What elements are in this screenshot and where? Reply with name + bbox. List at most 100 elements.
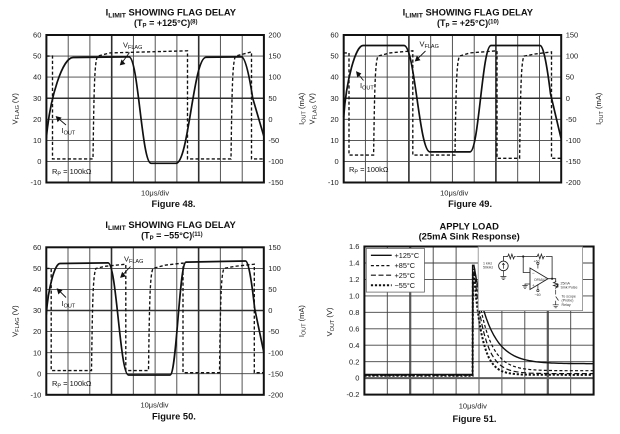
svg-text:VFLAG (V): VFLAG (V): [308, 93, 319, 125]
svg-text:50: 50: [33, 264, 41, 273]
svg-text:50: 50: [268, 94, 276, 103]
svg-text:IOUT: IOUT: [360, 81, 374, 92]
svg-text:-100: -100: [268, 157, 283, 166]
svg-text:25mA: 25mA: [561, 282, 571, 286]
svg-text:-50: -50: [566, 115, 577, 124]
svg-text:150: 150: [268, 243, 281, 252]
svg-text:30: 30: [33, 94, 41, 103]
svg-text:0.4: 0.4: [349, 341, 359, 350]
svg-text:IOUT (mA): IOUT (mA): [594, 92, 605, 125]
svg-text:(Probe): (Probe): [562, 299, 574, 303]
svg-text:−: −: [532, 271, 535, 276]
svg-text:VFLAG: VFLAG: [420, 40, 439, 51]
svg-text:IOUT (mA): IOUT (mA): [297, 92, 308, 125]
svg-text:0: 0: [268, 115, 272, 124]
svg-text:VOUT (V): VOUT (V): [325, 307, 336, 336]
svg-text:50kHz: 50kHz: [483, 266, 493, 270]
svg-text:0.8: 0.8: [349, 308, 359, 317]
svg-text:0: 0: [335, 157, 339, 166]
svg-text:(TP = −55°C)(11): (TP = −55°C)(11): [141, 231, 202, 243]
svg-text:50: 50: [330, 52, 338, 61]
svg-text:ILIMIT SHOWING FLAG DELAY: ILIMIT SHOWING FLAG DELAY: [403, 7, 534, 20]
svg-text:0.6: 0.6: [349, 324, 359, 333]
svg-text:100: 100: [566, 52, 579, 61]
svg-text:-100: -100: [566, 136, 581, 145]
svg-text:10μs/div: 10μs/div: [141, 188, 169, 197]
svg-text:Figure 49.: Figure 49.: [448, 199, 492, 209]
svg-text:-200: -200: [268, 390, 283, 399]
svg-text:VFLAG (V): VFLAG (V): [10, 305, 21, 337]
svg-text:10: 10: [33, 348, 41, 357]
svg-text:-10: -10: [328, 178, 339, 187]
svg-text:150: 150: [268, 52, 281, 61]
svg-text:1.4: 1.4: [349, 259, 359, 268]
svg-text:40: 40: [33, 285, 41, 294]
svg-text:40: 40: [330, 73, 338, 82]
svg-text:-150: -150: [566, 157, 581, 166]
svg-text:Figure 48.: Figure 48.: [152, 199, 196, 209]
svg-text:0: 0: [268, 306, 272, 315]
svg-text:+85°C: +85°C: [395, 261, 416, 270]
svg-text:50: 50: [566, 73, 574, 82]
svg-text:10μs/div: 10μs/div: [459, 401, 487, 410]
svg-text:1 kHz: 1 kHz: [483, 262, 492, 266]
svg-text:IOUT: IOUT: [62, 126, 76, 137]
svg-text:50: 50: [268, 285, 276, 294]
svg-text:50: 50: [33, 52, 41, 61]
svg-text:−55°C: −55°C: [395, 281, 416, 290]
svg-text:1.6: 1.6: [349, 242, 359, 251]
svg-text:-10: -10: [30, 390, 41, 399]
svg-text:0: 0: [355, 374, 359, 383]
svg-text:0: 0: [37, 369, 41, 378]
svg-text:OPA547: OPA547: [534, 278, 547, 282]
svg-text:Sink Pulse: Sink Pulse: [561, 286, 578, 290]
svg-text:IOUT (mA): IOUT (mA): [297, 305, 308, 338]
svg-text:VFLAG (V): VFLAG (V): [10, 93, 21, 125]
svg-text:VFLAG: VFLAG: [124, 255, 143, 266]
svg-text:-50: -50: [268, 136, 279, 145]
svg-text:(TP = +125°C)(8): (TP = +125°C)(8): [134, 18, 197, 30]
svg-text:-150: -150: [268, 178, 283, 187]
svg-text:40: 40: [33, 73, 41, 82]
svg-text:10μs/div: 10μs/div: [440, 188, 468, 197]
svg-text:60: 60: [33, 243, 41, 252]
svg-text:10μs/div: 10μs/div: [140, 400, 168, 409]
svg-text:To scope: To scope: [562, 295, 576, 299]
svg-text:100: 100: [268, 264, 281, 273]
svg-text:1.2: 1.2: [349, 275, 359, 284]
svg-text:APPLY LOAD: APPLY LOAD: [440, 221, 500, 232]
svg-text:60: 60: [33, 31, 41, 40]
svg-text:100: 100: [268, 73, 281, 82]
svg-text:1.0: 1.0: [349, 292, 359, 301]
svg-text:20: 20: [33, 115, 41, 124]
svg-text:150: 150: [566, 31, 579, 40]
svg-text:+125°C: +125°C: [395, 251, 420, 260]
svg-text:ILIMIT SHOWING FLAG DELAY: ILIMIT SHOWING FLAG DELAY: [105, 219, 236, 232]
svg-text:RP = 100kΩ: RP = 100kΩ: [349, 165, 389, 176]
svg-text:-150: -150: [268, 369, 283, 378]
svg-text:+: +: [532, 283, 535, 288]
svg-text:200: 200: [268, 31, 281, 40]
svg-text:RP = 100kΩ: RP = 100kΩ: [52, 167, 92, 178]
svg-text:-10: -10: [31, 178, 42, 187]
svg-text:+25°C: +25°C: [395, 271, 416, 280]
svg-text:VFLAG: VFLAG: [123, 41, 142, 52]
svg-text:ILIMIT SHOWING FLAG DELAY: ILIMIT SHOWING FLAG DELAY: [106, 7, 237, 20]
svg-text:-200: -200: [566, 178, 581, 187]
svg-text:-0.2: -0.2: [346, 390, 359, 399]
svg-text:−60: −60: [535, 293, 541, 297]
svg-text:20: 20: [330, 115, 338, 124]
svg-text:60: 60: [330, 31, 338, 40]
svg-text:Figure 51.: Figure 51.: [453, 414, 497, 424]
svg-text:-50: -50: [268, 327, 279, 336]
svg-text:(25mA Sink Response): (25mA Sink Response): [419, 230, 520, 241]
svg-text:Figure 50.: Figure 50.: [152, 412, 196, 422]
svg-text:Relay: Relay: [562, 303, 571, 307]
svg-text:RP = 100kΩ: RP = 100kΩ: [52, 379, 92, 390]
svg-text:(TP = +25°C)(10): (TP = +25°C)(10): [437, 18, 499, 30]
svg-text:-100: -100: [268, 348, 283, 357]
svg-text:20: 20: [33, 327, 41, 336]
svg-text:0: 0: [566, 94, 570, 103]
svg-text:30: 30: [33, 306, 41, 315]
svg-text:30: 30: [330, 94, 338, 103]
